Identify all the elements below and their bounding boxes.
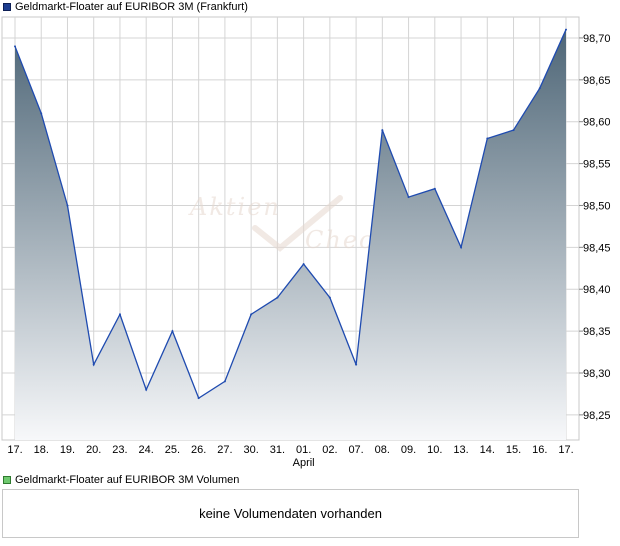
x-axis: 17. 18. 19. 20. 23. 24. 25. 26. 27. 30. 31. 01. 02. 0…	[7, 444, 573, 469]
watermark-text-1: Aktien	[188, 193, 281, 221]
y-tick-label: 98,40	[583, 284, 611, 296]
x-tick-label: 02.	[322, 444, 337, 456]
x-tick-label: 30.	[243, 444, 258, 456]
y-tick-label: 98,45	[583, 242, 611, 254]
x-tick-label: 24.	[139, 444, 154, 456]
price-point	[407, 196, 410, 199]
price-legend-swatch	[3, 3, 11, 11]
volume-legend-label: Geldmarkt-Floater auf EURIBOR 3M Volumen	[15, 474, 240, 486]
volume-legend: Geldmarkt-Floater auf EURIBOR 3M Volumen	[3, 473, 239, 487]
price-point	[223, 380, 226, 383]
price-point	[538, 87, 541, 90]
y-tick-label: 98,55	[583, 159, 611, 171]
y-tick-label: 98,35	[583, 326, 611, 338]
x-tick-label: 14.	[480, 444, 495, 456]
price-point	[197, 397, 200, 400]
x-tick-label: 19.	[60, 444, 75, 456]
price-points	[14, 28, 567, 400]
x-tick-label: 10.	[427, 444, 442, 456]
price-point	[14, 45, 16, 48]
x-tick-label: 09.	[401, 444, 416, 456]
price-line	[14, 29, 567, 400]
y-tick-label: 98,25	[583, 410, 611, 422]
price-point	[171, 330, 174, 333]
x-tick-label: 17.	[7, 444, 22, 456]
x-tick-label: 13.	[453, 444, 468, 456]
price-point	[433, 187, 436, 190]
price-point	[40, 112, 43, 115]
volume-empty-message: keine Volumendaten vorhanden	[199, 506, 382, 521]
price-point	[302, 263, 305, 266]
y-tick-label: 98,50	[583, 200, 611, 212]
price-point	[381, 129, 384, 132]
x-tick-label: 23.	[112, 444, 127, 456]
x-tick-label: 20.	[86, 444, 101, 456]
volume-panel: keine Volumendaten vorhanden	[2, 489, 579, 538]
price-point	[328, 296, 331, 299]
price-point	[486, 137, 489, 140]
y-tick-label: 98,30	[583, 368, 611, 380]
volume-legend-swatch	[3, 476, 11, 484]
price-point	[355, 363, 358, 366]
price-point	[460, 246, 463, 249]
x-tick-label: 01.	[296, 444, 311, 456]
y-tick-label: 98,70	[583, 33, 611, 45]
price-point	[250, 313, 253, 316]
x-tick-label: 27.	[217, 444, 232, 456]
price-point	[565, 28, 567, 31]
y-tick-label: 98,65	[583, 75, 611, 87]
x-tick-label: 26.	[191, 444, 206, 456]
x-tick-label: 07.	[348, 444, 363, 456]
y-axis: 98,70 98,65 98,60 98,55 98,50 98,45 98,40 98,35…	[579, 33, 611, 422]
price-point	[92, 363, 95, 366]
x-tick-label: 25.	[165, 444, 180, 456]
x-tick-label: 15.	[506, 444, 521, 456]
watermark-check-icon	[252, 195, 343, 252]
price-area	[15, 29, 566, 441]
y-tick-label: 98,60	[583, 117, 611, 129]
price-legend: Geldmarkt-Floater auf EURIBOR 3M (Frankf…	[3, 0, 248, 14]
price-point	[512, 129, 515, 132]
price-point	[276, 296, 279, 299]
x-tick-label: 18.	[34, 444, 49, 456]
price-point	[66, 204, 69, 207]
price-point	[118, 313, 121, 316]
x-month-label: April	[293, 457, 315, 469]
x-tick-label: 08.	[375, 444, 390, 456]
x-tick-label: 31.	[270, 444, 285, 456]
price-point	[145, 388, 148, 391]
x-tick-label: 17.	[558, 444, 573, 456]
x-tick-label: 16.	[532, 444, 547, 456]
price-chart: Aktien Check 98,7098,6598,6098,5598,5098…	[1, 16, 611, 469]
price-legend-label: Geldmarkt-Floater auf EURIBOR 3M (Frankf…	[15, 1, 248, 13]
